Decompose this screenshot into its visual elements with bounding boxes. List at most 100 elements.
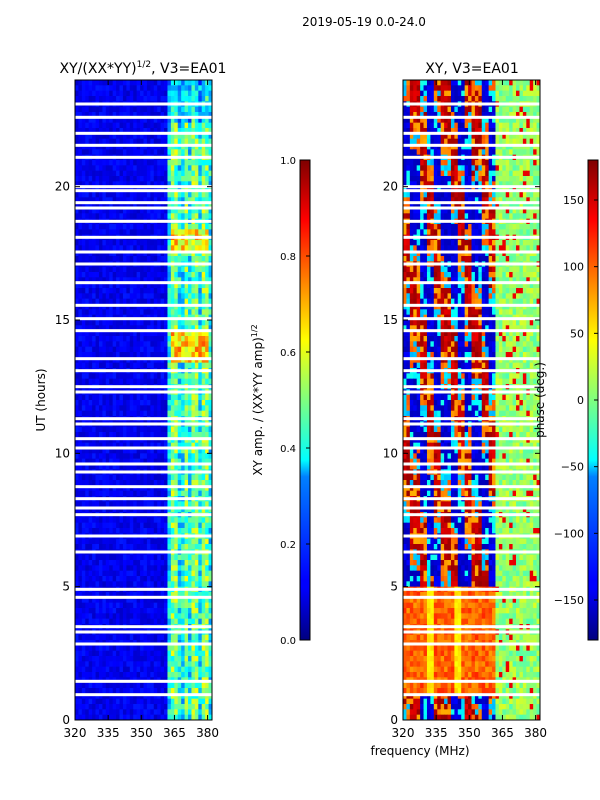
heatmap-cell — [205, 336, 209, 342]
heatmap-cell — [174, 346, 179, 353]
heatmap-cell — [164, 394, 168, 401]
heatmap-cell — [409, 90, 414, 97]
amplitude-panel-title: XY/(XX*YY)1/2, V3=EA01 — [60, 60, 227, 77]
heatmap-cell — [167, 90, 172, 97]
heatmap-cell — [450, 85, 455, 92]
heatmap-cell — [167, 176, 172, 182]
heatmap-cell — [85, 613, 90, 620]
heatmap-cell — [188, 544, 192, 550]
heatmap-cell — [85, 528, 90, 534]
heatmap-cell — [126, 85, 131, 92]
flagged-row — [75, 250, 212, 254]
heatmap-cell — [160, 661, 165, 668]
heatmap-cell — [109, 336, 114, 342]
heatmap-cell — [191, 224, 196, 230]
heatmap-cell — [205, 645, 209, 652]
heatmap-cell — [98, 576, 103, 582]
heatmap-cell — [140, 282, 144, 289]
heatmap-cell — [98, 352, 103, 358]
heatmap-cell — [191, 394, 196, 401]
heatmap-cell — [205, 250, 209, 257]
colorbar-tick-label: 0.6 — [280, 348, 296, 359]
heatmap-cell — [119, 128, 124, 134]
heatmap-cell — [198, 357, 203, 364]
heatmap-cell — [102, 400, 107, 406]
heatmap-cell — [198, 608, 203, 614]
heatmap-cell — [85, 133, 90, 140]
heatmap-cell — [181, 240, 185, 246]
heatmap-cell — [116, 240, 120, 246]
heatmap-cell — [102, 256, 107, 262]
heatmap-cell — [95, 197, 100, 204]
heatmap-cell — [88, 202, 93, 209]
heatmap-cell — [181, 464, 185, 470]
heatmap-cell — [122, 320, 127, 326]
heatmap-cell — [81, 288, 86, 294]
heatmap-cell — [174, 517, 179, 524]
heatmap-cell — [119, 176, 124, 182]
heatmap-cell — [98, 501, 103, 508]
heatmap-cell — [194, 341, 199, 348]
heatmap-cell — [119, 170, 124, 177]
heatmap-cell — [157, 602, 162, 609]
heatmap-cell — [164, 133, 168, 140]
heatmap-cell — [198, 213, 203, 220]
heatmap-cell — [85, 650, 90, 657]
heatmap-cell — [143, 634, 148, 641]
heatmap-cell — [78, 112, 83, 118]
heatmap-cell — [184, 405, 189, 412]
heatmap-cell — [205, 96, 209, 102]
heatmap-cell — [150, 666, 155, 673]
heatmap-cell — [85, 448, 90, 454]
heatmap-cell — [174, 373, 179, 380]
heatmap-cell — [153, 330, 158, 337]
heatmap-cell — [157, 394, 162, 401]
heatmap-cell — [129, 581, 134, 588]
heatmap-cell — [105, 357, 110, 364]
heatmap-cell — [133, 149, 138, 156]
heatmap-cell — [105, 272, 110, 278]
heatmap-cell — [75, 709, 79, 716]
heatmap-cell — [157, 474, 162, 481]
heatmap-cell — [116, 432, 120, 438]
heatmap-cell — [157, 485, 162, 492]
heatmap-cell — [92, 341, 96, 348]
heatmap-cell — [430, 90, 435, 97]
heatmap-cell — [167, 341, 172, 348]
heatmap-cell — [188, 229, 192, 236]
heatmap-cell — [157, 448, 162, 454]
flagged-row — [75, 390, 212, 394]
heatmap-cell — [191, 698, 196, 705]
heatmap-cell — [92, 464, 96, 470]
heatmap-cell — [112, 490, 117, 497]
heatmap-cell — [136, 453, 141, 460]
heatmap-cell — [133, 666, 138, 673]
heatmap-cell — [194, 517, 199, 524]
heatmap-cell — [109, 229, 114, 236]
heatmap-cell — [78, 138, 83, 145]
heatmap-cell — [136, 501, 141, 508]
heatmap-cell — [112, 112, 117, 118]
heatmap-cell — [105, 602, 110, 609]
heatmap-cell — [191, 176, 196, 182]
heatmap-cell — [102, 693, 107, 700]
heatmap-cell — [95, 517, 100, 524]
heatmap-cell — [468, 85, 472, 92]
heatmap-cell — [177, 394, 182, 401]
heatmap-cell — [81, 618, 86, 625]
heatmap-cell — [122, 522, 127, 529]
heatmap-cell — [102, 90, 107, 97]
heatmap-cell — [98, 522, 103, 529]
heatmap-cell — [119, 202, 124, 209]
heatmap-cell — [85, 560, 90, 566]
heatmap-cell — [136, 309, 141, 316]
heatmap-cell — [92, 208, 96, 214]
heatmap-cell — [140, 400, 144, 406]
heatmap-cell — [98, 602, 103, 609]
heatmap-cell — [116, 362, 120, 369]
heatmap-cell — [140, 570, 144, 577]
heatmap-cell — [75, 448, 79, 454]
heatmap-cell — [198, 517, 203, 524]
heatmap-cell — [88, 474, 93, 481]
heatmap-cell — [143, 357, 148, 364]
